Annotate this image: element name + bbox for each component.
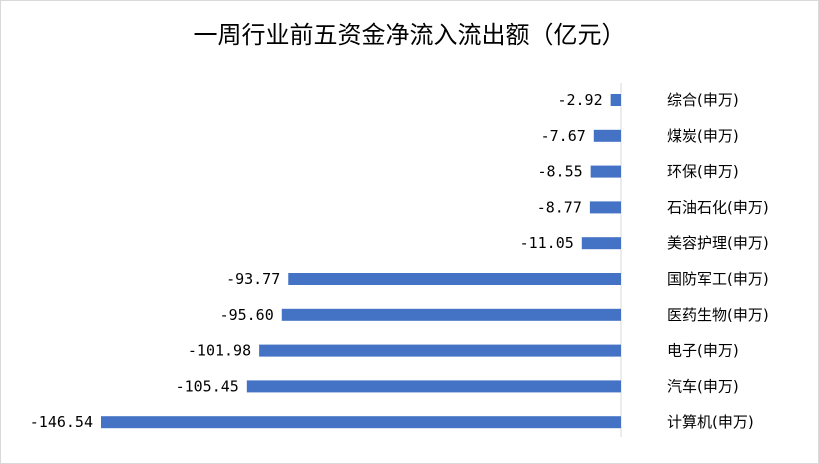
chart-title: 一周行业前五资金净流入流出额（亿元） [193,21,626,49]
bar [259,344,621,357]
bar [610,94,621,106]
data-label: -146.54 [30,413,93,431]
data-label: -7.67 [541,127,586,145]
bar [281,308,621,321]
category-label: 医药生物(申万) [667,306,769,324]
category-label: 综合(申万) [667,91,739,109]
bar [246,380,621,393]
category-label: 煤炭(申万) [667,127,739,145]
data-label: -8.55 [538,163,583,181]
bar [101,416,621,429]
data-label: -105.45 [176,377,239,395]
bar [589,201,621,214]
data-label: -8.77 [537,198,582,216]
bar [288,273,621,285]
category-label: 环保(申万) [667,163,739,181]
bar [581,237,621,250]
category-label: 美容护理(申万) [667,234,769,252]
bar [590,165,621,178]
category-label: 计算机(申万) [667,413,754,431]
data-label: -101.98 [188,342,251,360]
category-label: 国防军工(申万) [667,270,769,288]
bar [593,129,621,142]
data-label: -93.77 [226,270,280,288]
category-label: 石油石化(申万) [667,198,769,216]
category-label: 电子(申万) [667,342,739,360]
data-label: -95.60 [220,306,274,324]
data-label: -11.05 [520,234,574,252]
category-label: 汽车(申万) [667,377,739,395]
data-label: -2.92 [557,91,602,109]
